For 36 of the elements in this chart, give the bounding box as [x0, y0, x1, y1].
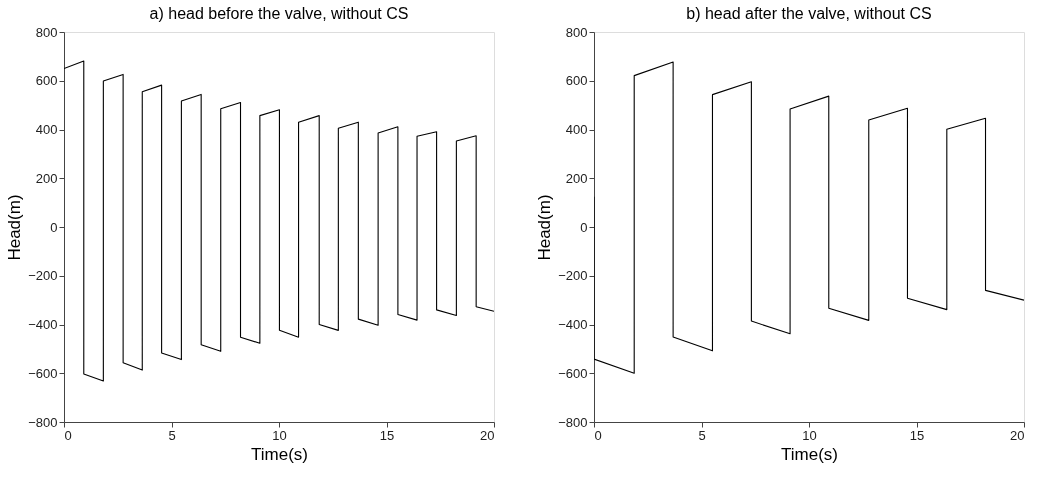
y-tick-label: −800: [28, 414, 58, 430]
y-tick-label: 600: [35, 73, 58, 89]
y-tick-label: −400: [558, 317, 588, 332]
chart-title: b) head after the valve, without CS: [686, 5, 932, 22]
x-tick-label: 15: [379, 427, 395, 443]
y-tick-label: 800: [565, 24, 588, 40]
x-tick-label: 0: [594, 427, 602, 443]
y-tick-label: 600: [565, 73, 588, 89]
y-tick-label: −600: [28, 365, 58, 381]
y-axis-title: Head(m): [535, 194, 555, 261]
line-series: [594, 61, 1024, 374]
x-tick-label: 10: [802, 427, 817, 443]
y-tick-label: −200: [28, 268, 58, 284]
y-tick-label: 200: [35, 170, 58, 186]
x-axis-title: Time(s): [781, 444, 838, 464]
x-tick-label: 15: [909, 427, 925, 443]
y-tick-label: 400: [35, 122, 58, 137]
x-tick-label: 20: [1010, 427, 1025, 443]
y-tick-label: 0: [50, 219, 58, 235]
y-tick-label: −400: [28, 317, 58, 332]
y-tick-label: 0: [580, 219, 588, 235]
x-tick-label: 0: [64, 427, 72, 443]
y-tick-label: 200: [565, 170, 588, 186]
chart-title: a) head before the valve, without CS: [149, 5, 409, 22]
y-tick-label: 400: [565, 122, 588, 137]
line-series: [64, 60, 494, 382]
y-tick-label: −600: [558, 365, 588, 381]
y-tick-label: −200: [558, 268, 588, 284]
x-tick-label: 20: [480, 427, 495, 443]
x-axis-title: Time(s): [251, 444, 308, 464]
y-tick-label: 800: [35, 24, 58, 40]
x-tick-label: 5: [168, 427, 176, 443]
y-axis-title: Head(m): [5, 194, 25, 261]
x-tick-label: 5: [698, 427, 706, 443]
y-tick-label: −800: [558, 414, 588, 430]
x-tick-label: 10: [272, 427, 287, 443]
